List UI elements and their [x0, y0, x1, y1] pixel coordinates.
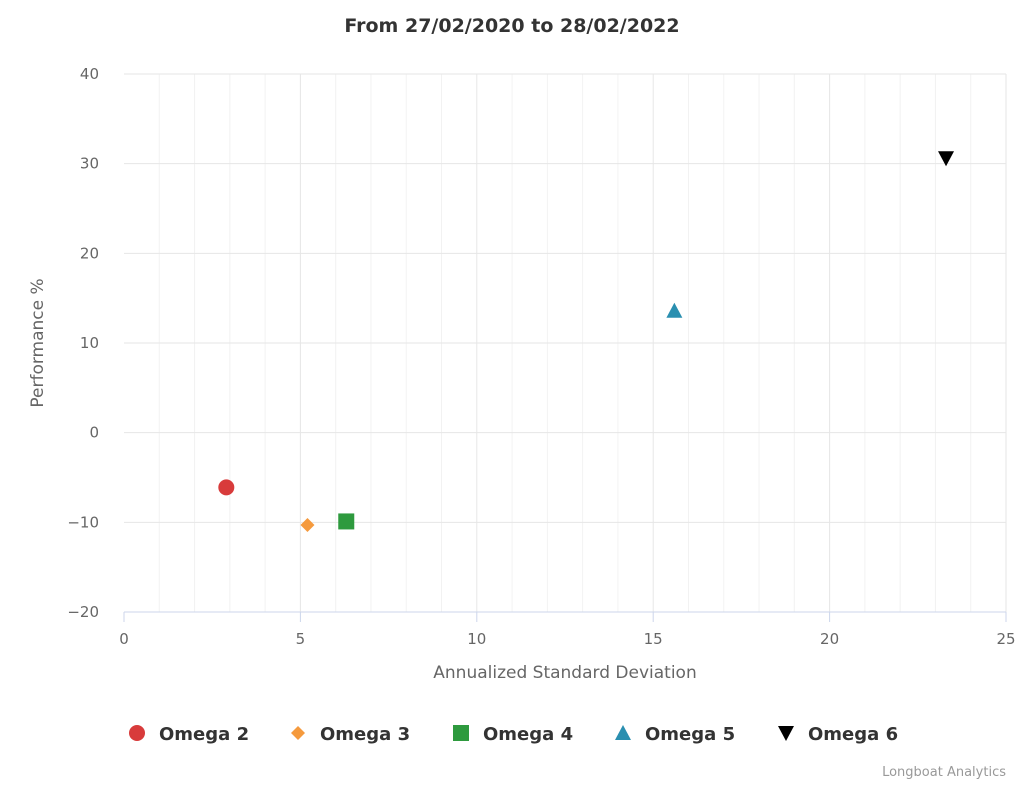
axes: [123, 611, 1007, 622]
legend-symbol[interactable]: [778, 726, 794, 741]
data-point-omega-4[interactable]: [338, 513, 355, 530]
data-point-omega-3[interactable]: [300, 518, 315, 533]
legend-symbol[interactable]: [453, 725, 469, 741]
data-points: [218, 151, 955, 533]
y-axis-title: Performance %: [28, 278, 48, 407]
data-point-omega-6[interactable]: [938, 151, 955, 167]
legend-item-omega-5[interactable]: Omega 5: [615, 724, 735, 745]
y-tick-label: 10: [80, 334, 99, 352]
legend-item-omega-2[interactable]: Omega 2: [129, 724, 249, 745]
grid: [124, 73, 1007, 612]
legend-item-omega-3[interactable]: Omega 3: [291, 724, 410, 745]
legend-label: Omega 5: [645, 724, 735, 745]
y-tick-label: 20: [80, 244, 99, 262]
y-tick-label: 30: [80, 155, 99, 173]
legend-label: Omega 6: [808, 724, 898, 745]
legend-label: Omega 3: [320, 724, 410, 745]
x-tick-label: 0: [119, 630, 129, 648]
y-tick-label: 0: [89, 424, 99, 442]
chart-title: From 27/02/2020 to 28/02/2022: [344, 15, 679, 37]
x-tick-label: 15: [644, 630, 663, 648]
x-tick-label: 10: [467, 630, 486, 648]
legend-item-omega-4[interactable]: Omega 4: [453, 724, 573, 745]
y-tick-labels: −20 −10 0 10 20 30 40: [67, 65, 99, 621]
legend-label: Omega 4: [483, 724, 573, 745]
x-axis-title: Annualized Standard Deviation: [433, 663, 696, 683]
legend-symbol[interactable]: [291, 726, 305, 740]
y-tick-label: 40: [80, 65, 99, 83]
data-point-omega-2[interactable]: [218, 479, 235, 496]
credit-label[interactable]: Longboat Analytics: [882, 765, 1006, 780]
y-tick-label: −20: [67, 603, 99, 621]
y-tick-label: −10: [67, 513, 99, 531]
x-tick-label: 5: [296, 630, 306, 648]
x-tick-labels: 0 5 10 15 20 25: [119, 630, 1015, 648]
legend-item-omega-6[interactable]: Omega 6: [778, 724, 898, 745]
legend-symbol[interactable]: [615, 725, 631, 740]
data-point-omega-5[interactable]: [666, 302, 683, 318]
legend-symbol[interactable]: [129, 725, 145, 741]
legend-label: Omega 2: [159, 724, 249, 745]
x-tick-label: 20: [820, 630, 839, 648]
x-tick-label: 25: [996, 630, 1015, 648]
legend: Omega 2 Omega 3 Omega 4 Omega 5 Omega 6: [129, 724, 898, 745]
